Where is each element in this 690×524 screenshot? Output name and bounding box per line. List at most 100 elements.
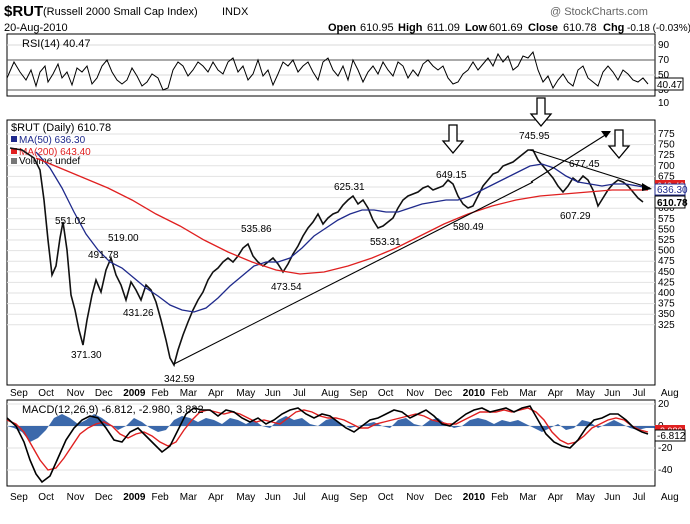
- price-grid: [7, 133, 655, 326]
- month-tick-label: Apr: [548, 492, 564, 503]
- svg-text:10: 10: [658, 98, 670, 109]
- month-tick-label: Apr: [548, 388, 564, 399]
- month-tick-label: Jun: [265, 492, 281, 503]
- month-tick-label: Jul: [633, 388, 646, 399]
- month-tick-label: Mar: [519, 492, 537, 503]
- price-panel: 7757507257006756506256005755505255004754…: [6, 97, 688, 386]
- low-label: Low: [465, 22, 487, 34]
- price-axis-tick: 675: [658, 171, 675, 182]
- breakdown-trendline: [530, 131, 611, 183]
- close-tag-box: [654, 195, 686, 209]
- price-axis-tick: 750: [658, 140, 675, 151]
- ma50-swatch: [11, 136, 17, 142]
- annotation-label: 580.49: [453, 222, 484, 233]
- month-tick-label: Sep: [10, 492, 28, 503]
- price-axis-tick: 575: [658, 214, 675, 225]
- annotation-label: 535.86: [241, 224, 272, 235]
- ma50-line: [35, 151, 649, 313]
- price-axis-tick: 375: [658, 299, 675, 310]
- month-tick-label: 2010: [463, 388, 486, 399]
- month-tick-label: Sep: [350, 388, 368, 399]
- ma200-line: [35, 157, 648, 275]
- trendline-arrowhead: [601, 131, 611, 138]
- chart-date: 20-Aug-2010: [4, 22, 68, 34]
- annotation-label: 473.54: [271, 282, 302, 293]
- annotation-label: 677.45: [569, 159, 600, 170]
- annotation-label: 551.02: [55, 216, 86, 227]
- month-tick-label: Feb: [491, 492, 509, 503]
- annotation-label: 431.26: [123, 308, 154, 319]
- price-axis-tick: 725: [658, 150, 675, 161]
- svg-text:50: 50: [658, 70, 670, 81]
- annotation-label: 553.31: [370, 237, 401, 248]
- open-label: Open: [328, 22, 356, 34]
- price-axis-tick: 500: [658, 246, 675, 257]
- month-tick-label: Aug: [321, 388, 339, 399]
- svg-text:70: 70: [658, 55, 670, 66]
- month-tick-label: Oct: [378, 388, 394, 399]
- svg-text:90: 90: [658, 40, 670, 51]
- volume-swatch: [11, 158, 17, 164]
- change-value: -0.18 (-0.03%): [627, 23, 690, 34]
- month-axis-middle: Sep Oct Nov Dec 2009 Feb Mar Apr May Jun Jul Aug Sep…: [10, 388, 679, 399]
- macd-panel: MACD(12,26,9) -6.812, -2.980, 3.832 20 0…: [6, 399, 686, 487]
- month-tick-label: Mar: [180, 388, 198, 399]
- low-value: 601.69: [489, 22, 523, 34]
- month-tick-label: Jun: [604, 388, 620, 399]
- resistance-trendline: [529, 149, 651, 189]
- month-tick-label: 2009: [123, 492, 146, 503]
- change-label: Chg: [603, 22, 624, 34]
- down-arrow-icon: [441, 124, 465, 155]
- support-trendline: [173, 181, 534, 365]
- annotation-label: 342.59: [164, 374, 195, 385]
- price-axis-tick: 550: [658, 224, 675, 235]
- price-legend-title: $RUT (Daily) 610.78: [11, 122, 111, 134]
- month-tick-label: Jul: [293, 492, 306, 503]
- month-tick-label: 2009: [123, 388, 146, 399]
- price-frame: [6, 119, 656, 386]
- price-axis-tick: 525: [658, 235, 675, 246]
- down-arrow-icon: [607, 129, 631, 160]
- month-tick-label: Aug: [321, 492, 339, 503]
- ma50-label: MA(50) 636.30: [19, 135, 86, 146]
- ma200-swatch: [11, 148, 17, 154]
- month-tick-label: 2010: [463, 492, 486, 503]
- price-axis-tick: 775: [658, 129, 675, 140]
- price-axis-tick: 350: [658, 309, 675, 320]
- rsi-title: RSI(14) 40.47: [22, 38, 90, 50]
- month-tick-label: Feb: [152, 388, 170, 399]
- month-tick-label: Dec: [95, 388, 113, 399]
- month-tick-label: Mar: [180, 492, 198, 503]
- ticker-symbol: $RUT: [4, 3, 43, 20]
- month-tick-label: Aug: [661, 492, 679, 503]
- month-tick-label: Nov: [406, 492, 424, 503]
- high-value: 611.09: [427, 22, 460, 34]
- macd-value-tag: -6.812: [657, 431, 686, 442]
- annotation-label: 625.31: [334, 182, 365, 193]
- rsi-line: [6, 50, 649, 91]
- month-tick-label: May: [576, 492, 595, 503]
- annotation-label: 491.78: [88, 250, 119, 261]
- macd-value-tag-box: [654, 429, 686, 442]
- month-tick-label: Jun: [604, 492, 620, 503]
- month-axis-bottom: Sep Oct Nov Dec 2009 Feb Mar Apr May Jun Jul Aug Sep…: [10, 492, 679, 503]
- month-tick-label: Nov: [67, 388, 85, 399]
- macd-title: MACD(12,26,9) -6.812, -2.980, 3.832: [22, 404, 204, 416]
- macd-signal-line: [6, 407, 649, 471]
- watermark: @ StockCharts.com: [550, 6, 648, 18]
- annotation-label: 607.29: [560, 211, 591, 222]
- down-arrow-icon: [529, 97, 553, 128]
- month-tick-label: Dec: [435, 388, 453, 399]
- price-axis-tick: 325: [658, 320, 675, 331]
- month-tick-label: Mar: [519, 388, 537, 399]
- chart-header: $RUT (Russell 2000 Small Cap Index) INDX…: [4, 3, 690, 34]
- ma50-tag: 636.30: [657, 185, 688, 196]
- rsi-axis: 90 70 50 30 10: [658, 40, 670, 109]
- month-tick-label: Aug: [661, 388, 679, 399]
- ma50-tag-box: [654, 183, 686, 196]
- price-axis-tick: 450: [658, 267, 675, 278]
- month-tick-label: Jun: [265, 388, 281, 399]
- high-label: High: [398, 22, 423, 34]
- svg-text:-20: -20: [658, 443, 673, 454]
